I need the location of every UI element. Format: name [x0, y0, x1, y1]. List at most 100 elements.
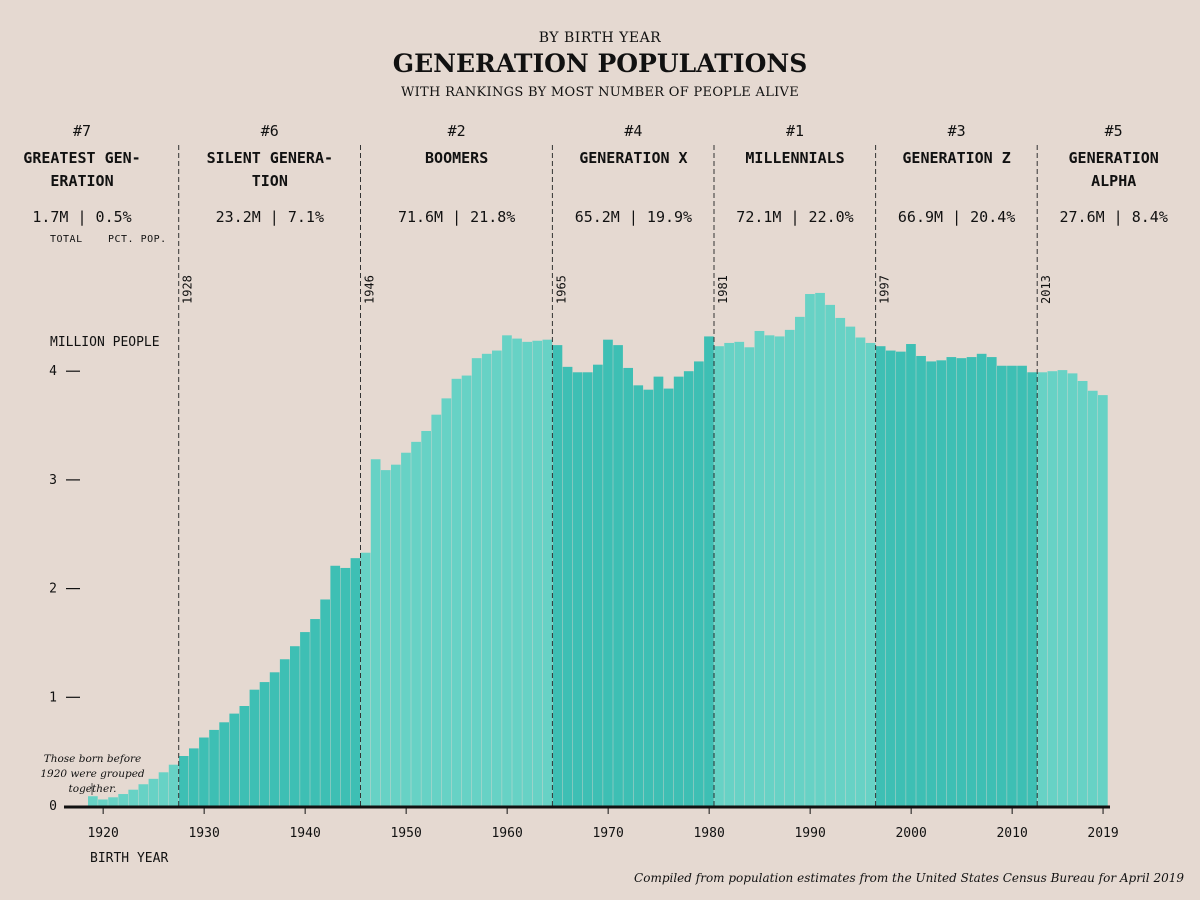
bar-1958: [481, 353, 492, 806]
bar-1930: [199, 737, 209, 806]
bar-1960: [502, 335, 512, 806]
generation-rank: #7: [72, 122, 92, 140]
generation-rank: #4: [624, 122, 643, 140]
generation-rank: #1: [785, 122, 805, 140]
y-tick-label-2: 2: [49, 582, 57, 597]
bar-1987: [774, 336, 785, 806]
generation-name: BOOMERS: [425, 149, 489, 167]
y-axis-label: MILLION PEOPLE: [50, 335, 160, 350]
y-tick-label-1: 1: [49, 690, 57, 705]
generation-rank: #3: [947, 122, 966, 140]
bar-1988: [784, 329, 795, 806]
bar-1948: [380, 470, 391, 806]
source-note: Compiled from population estimates from …: [634, 871, 1184, 885]
bar-1969: [593, 364, 603, 806]
bar-1970: [603, 339, 613, 806]
x-tick-label-1970: 1970: [592, 826, 623, 841]
bar-1964: [542, 339, 553, 806]
bar-2004: [946, 357, 957, 806]
x-tick-label-1990: 1990: [794, 826, 825, 841]
total-label: TOTAL: [50, 234, 83, 245]
bar-1982: [724, 342, 734, 806]
generation-stats: 72.1M | 22.0%: [736, 208, 854, 226]
bar-1942: [320, 599, 330, 806]
bar-1921: [108, 797, 118, 806]
bar-1949: [391, 464, 401, 806]
x-tick-label-2000: 2000: [895, 826, 926, 841]
bar-1954: [441, 398, 452, 807]
pct-pop-label: PCT. POP.: [108, 234, 167, 245]
bar-2010: [1007, 365, 1017, 806]
bar-1986: [764, 335, 775, 806]
bar-1922: [118, 794, 128, 806]
bar-2000: [906, 344, 916, 806]
generation-name: GREATEST GEN- ERATION: [23, 149, 141, 190]
generation-name: MILLENNIALS: [745, 149, 845, 167]
bar-1967: [572, 372, 583, 806]
x-tick-label-2010: 2010: [996, 826, 1027, 841]
bar-1940: [300, 632, 310, 806]
generation-stats: 1.7M | 0.5%: [32, 208, 132, 226]
bar-1997: [875, 346, 886, 806]
boundary-label-1997: 1997: [878, 275, 892, 304]
generation-rank: #6: [260, 122, 279, 140]
bar-1924: [138, 784, 149, 806]
bar-1977: [673, 376, 684, 806]
bar-1973: [633, 385, 644, 806]
bar-1932: [219, 722, 229, 806]
boundary-label-1965: 1965: [554, 275, 568, 304]
bar-2019: [1098, 395, 1108, 806]
bar-1971: [613, 345, 623, 806]
bar-2018: [1087, 390, 1098, 806]
bar-1939: [290, 646, 300, 806]
bar-1993: [835, 317, 846, 806]
bar-1925: [148, 778, 159, 806]
bar-1965: [552, 345, 563, 806]
bar-1945: [350, 558, 361, 806]
generation-name: GENERATION X: [579, 149, 688, 167]
generation-name: SILENT GENERA- TION: [206, 149, 334, 190]
bar-1974: [643, 389, 654, 806]
bar-1938: [279, 659, 290, 806]
bar-1989: [795, 316, 805, 806]
bar-1935: [249, 689, 260, 806]
bar-1952: [421, 430, 431, 806]
bar-1983: [734, 341, 745, 806]
chart-pretitle: BY BIRTH YEAR: [538, 30, 662, 46]
bar-1984: [744, 347, 755, 806]
generation-stats: 65.2M | 19.9%: [574, 208, 693, 226]
bar-2009: [997, 365, 1007, 806]
bar-2003: [936, 360, 947, 806]
bar-1962: [522, 341, 532, 806]
bar-1979: [694, 361, 704, 806]
bar-2006: [966, 357, 977, 806]
generation-rank: #2: [447, 122, 466, 140]
bar-1950: [401, 452, 411, 806]
boundary-label-1946: 1946: [363, 275, 377, 304]
bar-1928: [178, 756, 189, 806]
bar-1955: [451, 378, 462, 806]
y-tick-label-4: 4: [49, 364, 57, 379]
x-tick-label-1950: 1950: [390, 826, 421, 841]
bar-1994: [845, 326, 856, 806]
bar-2016: [1067, 373, 1078, 806]
bar-1972: [623, 367, 633, 806]
bar-1959: [492, 350, 502, 806]
x-tick-label-2019: 2019: [1087, 826, 1118, 841]
bar-1933: [229, 713, 240, 806]
bar-1947: [370, 459, 381, 806]
bar-1931: [209, 729, 219, 806]
bar-1953: [431, 414, 442, 806]
y-tick-label-0: 0: [49, 799, 57, 814]
bar-2005: [956, 358, 967, 806]
bar-2007: [976, 353, 987, 806]
x-tick-label-1960: 1960: [491, 826, 522, 841]
bar-1957: [471, 358, 482, 806]
bar-2008: [986, 357, 997, 806]
bar-1995: [855, 337, 866, 806]
bar-1934: [239, 706, 250, 806]
x-tick-label-1980: 1980: [693, 826, 724, 841]
boundary-label-2013: 2013: [1039, 275, 1053, 304]
chart-subtitle: WITH RANKINGS BY MOST NUMBER OF PEOPLE A…: [400, 85, 800, 100]
